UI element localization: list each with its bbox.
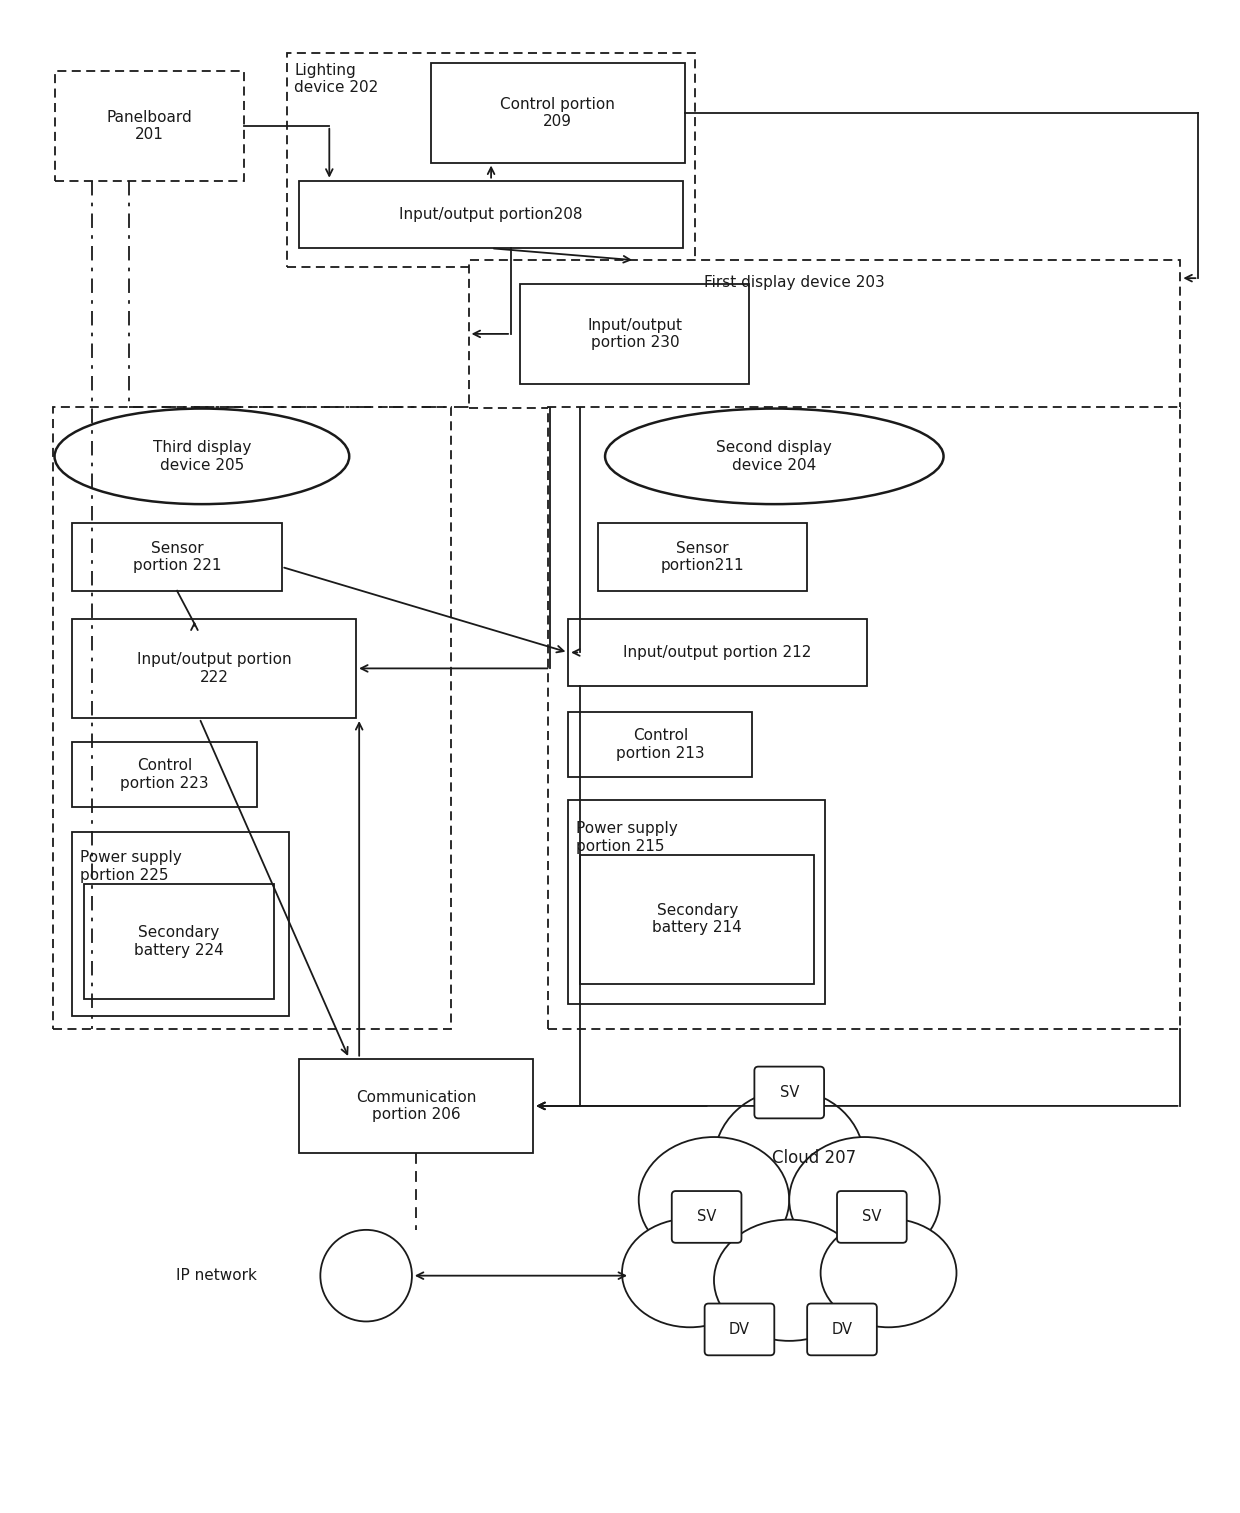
FancyBboxPatch shape [55,71,244,180]
FancyBboxPatch shape [72,741,257,806]
Text: Power supply
portion 215: Power supply portion 215 [577,822,678,853]
Ellipse shape [622,1218,758,1327]
FancyBboxPatch shape [299,1059,533,1153]
Text: Sensor
portion211: Sensor portion211 [661,540,744,573]
FancyBboxPatch shape [52,407,451,1029]
Text: SV: SV [862,1209,882,1224]
Text: Cloud 207: Cloud 207 [773,1150,856,1167]
Ellipse shape [821,1218,956,1327]
FancyBboxPatch shape [580,855,815,983]
FancyBboxPatch shape [521,284,749,384]
Text: Second display
device 204: Second display device 204 [717,440,832,472]
Ellipse shape [639,1138,789,1262]
FancyBboxPatch shape [469,260,1180,407]
Ellipse shape [714,1219,864,1341]
Ellipse shape [55,409,350,504]
Text: Secondary
battery 214: Secondary battery 214 [652,903,742,935]
Text: Control
portion 223: Control portion 223 [120,758,208,791]
Text: Input/output
portion 230: Input/output portion 230 [588,318,682,350]
Text: Control
portion 213: Control portion 213 [616,728,704,761]
Text: First display device 203: First display device 203 [704,275,885,289]
FancyBboxPatch shape [72,619,356,719]
Text: DV: DV [729,1322,750,1337]
Text: Power supply
portion 225: Power supply portion 225 [81,850,182,882]
Text: SV: SV [697,1209,717,1224]
FancyBboxPatch shape [568,800,825,1005]
Ellipse shape [605,409,944,504]
FancyBboxPatch shape [286,53,694,268]
FancyBboxPatch shape [568,619,867,687]
FancyBboxPatch shape [84,885,274,999]
Text: Sensor
portion 221: Sensor portion 221 [133,540,221,573]
Text: SV: SV [780,1085,799,1100]
FancyBboxPatch shape [807,1304,877,1356]
FancyBboxPatch shape [72,832,289,1015]
Ellipse shape [714,1089,864,1232]
FancyBboxPatch shape [568,713,753,776]
FancyBboxPatch shape [837,1191,906,1242]
Text: Communication
portion 206: Communication portion 206 [356,1089,476,1123]
Text: Input/output portion 212: Input/output portion 212 [624,645,812,660]
Text: Lighting
device 202: Lighting device 202 [294,64,378,95]
Text: Third display
device 205: Third display device 205 [153,440,250,472]
FancyBboxPatch shape [430,64,684,163]
Ellipse shape [789,1138,940,1262]
FancyBboxPatch shape [672,1191,742,1242]
Text: Control portion
209: Control portion 209 [501,97,615,129]
FancyBboxPatch shape [72,523,281,590]
FancyBboxPatch shape [299,180,683,248]
FancyBboxPatch shape [704,1304,774,1356]
Text: Input/output portion
222: Input/output portion 222 [136,652,291,684]
Text: IP network: IP network [176,1268,257,1283]
FancyBboxPatch shape [548,407,1180,1029]
Text: Input/output portion208: Input/output portion208 [399,207,583,222]
FancyBboxPatch shape [598,523,807,590]
Text: DV: DV [832,1322,853,1337]
Text: Panelboard
201: Panelboard 201 [107,109,192,142]
Text: Secondary
battery 224: Secondary battery 224 [134,926,224,958]
FancyBboxPatch shape [754,1067,825,1118]
